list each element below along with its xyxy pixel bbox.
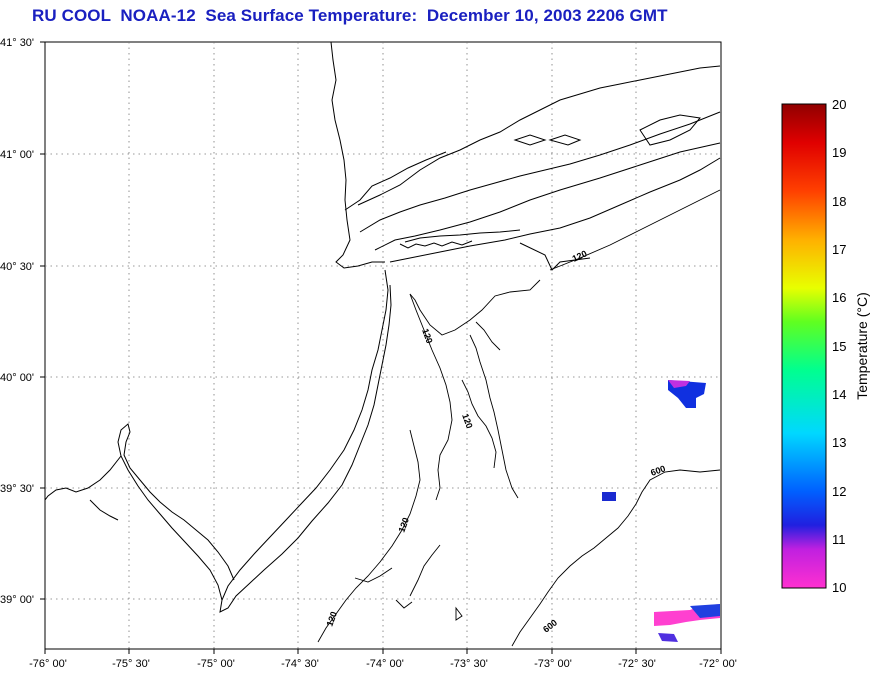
lat-label: 39° 30' (0, 483, 34, 495)
contour-label: 120 (571, 248, 589, 263)
lat-lon-grid (45, 42, 721, 649)
colorbar-title: Temperature (°C) (854, 292, 870, 400)
lat-label: 41° 30' (0, 37, 34, 49)
colorbar-tick: 17 (832, 242, 846, 257)
lat-label: 41° 00' (0, 149, 34, 161)
lon-label: -74° 00' (366, 658, 404, 670)
map-title: RU COOL NOAA-12 Sea Surface Temperature:… (32, 6, 668, 25)
colorbar-tick: 12 (832, 484, 846, 499)
lon-label: -74° 30' (281, 658, 319, 670)
sst-patch-39-5n (602, 492, 616, 501)
bathymetry-contours (317, 189, 721, 647)
lon-label: -73° 00' (534, 658, 572, 670)
lon-label: -75° 00' (197, 658, 235, 670)
lon-label: -73° 30' (450, 658, 488, 670)
lon-label: -72° 30' (618, 658, 656, 670)
sst-patches (602, 380, 720, 642)
contour-label: 120 (420, 327, 435, 345)
colorbar-tick: 19 (832, 145, 846, 160)
contour-label: 120 (460, 412, 475, 430)
colorbar-tick: 14 (832, 387, 846, 402)
lon-label: -76° 00' (29, 658, 67, 670)
contour-label: 120 (324, 610, 339, 628)
lat-label: 39° 00' (0, 594, 34, 606)
colorbar: 20 19 18 17 16 15 14 13 12 11 10 Tempera… (781, 97, 870, 595)
contour-label: 600 (649, 463, 667, 478)
contour-label: 600 (541, 617, 559, 634)
lat-label: 40° 00' (0, 372, 34, 384)
axis-ticks (40, 41, 722, 654)
lat-label: 40° 30' (0, 261, 34, 273)
contour-label: 120 (396, 516, 411, 534)
colorbar-tick: 16 (832, 290, 846, 305)
lon-label: -75° 30' (112, 658, 150, 670)
colorbar-tick: 11 (832, 532, 846, 547)
colorbar-tick: 13 (832, 435, 846, 450)
colorbar-tick: 18 (832, 194, 846, 209)
colorbar-tick: 20 (832, 97, 846, 112)
lon-label: -72° 00' (699, 658, 737, 670)
colorbar-tick: 15 (832, 339, 846, 354)
coastline (44, 41, 721, 613)
colorbar-tick: 10 (832, 580, 846, 595)
